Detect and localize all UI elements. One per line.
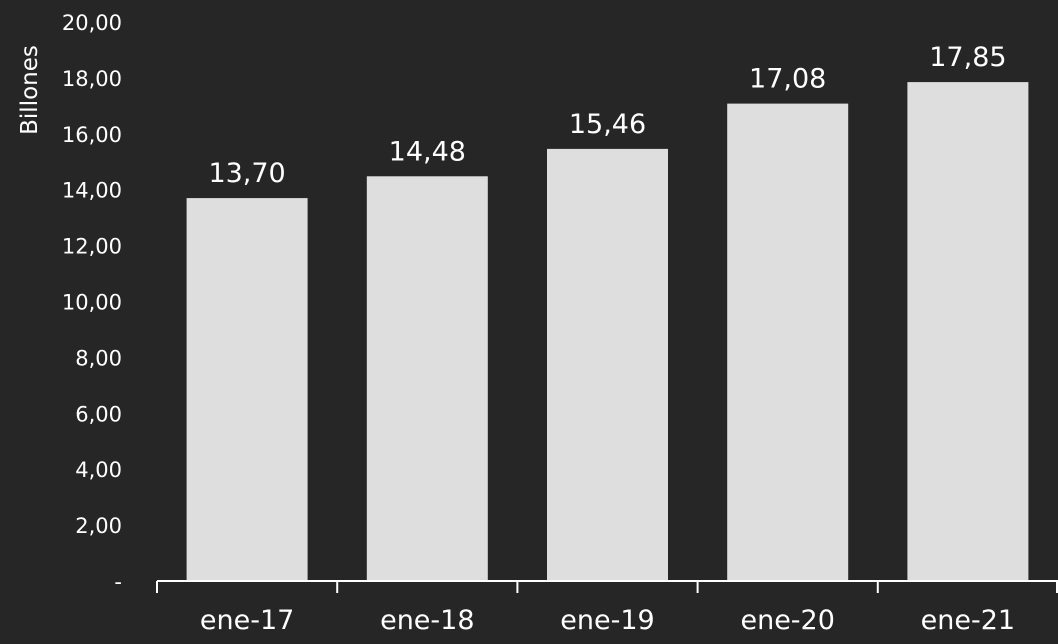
bar-ene-20	[727, 103, 849, 581]
x-tick-label: ene-20	[740, 605, 834, 636]
bar-ene-18	[366, 176, 488, 581]
y-tick-label: -	[114, 570, 122, 594]
y-tick-label: 12,00	[62, 235, 122, 259]
y-tick-label: 20,00	[62, 11, 122, 35]
x-tick-label: ene-18	[380, 605, 474, 636]
data-label: 14,48	[389, 136, 466, 167]
x-tick-label: ene-17	[200, 605, 294, 636]
y-tick-label: 10,00	[62, 291, 122, 315]
bars	[186, 82, 1029, 581]
bar-ene-17	[186, 198, 308, 581]
bar-ene-21	[907, 82, 1029, 581]
y-tick-labels: - 2,00 4,00 6,00 8,00 10,00 12,00 14,00 16,00 18,…	[62, 11, 122, 594]
value-labels: 13,70 14,48 15,46 17,08 17,85	[208, 42, 1006, 189]
data-label: 17,08	[749, 64, 826, 95]
y-tick-label: 14,00	[62, 179, 122, 203]
data-label: 13,70	[208, 158, 285, 189]
y-axis-label: Billones	[17, 45, 43, 135]
y-tick-label: 6,00	[75, 402, 122, 426]
y-tick-label: 18,00	[62, 67, 122, 91]
y-tick-label: 8,00	[75, 346, 122, 370]
x-axis	[156, 580, 1058, 593]
data-label: 17,85	[929, 42, 1006, 73]
data-label: 15,46	[569, 109, 646, 140]
y-tick-label: 2,00	[75, 514, 122, 538]
x-tick-label: ene-19	[560, 605, 654, 636]
y-tick-label: 16,00	[62, 123, 122, 147]
bar-ene-19	[547, 148, 668, 581]
x-tick-labels: ene-17 ene-18 ene-19 ene-20 ene-21	[200, 605, 1015, 636]
x-tick-label: ene-21	[921, 605, 1015, 636]
y-tick-label: 4,00	[75, 458, 122, 482]
